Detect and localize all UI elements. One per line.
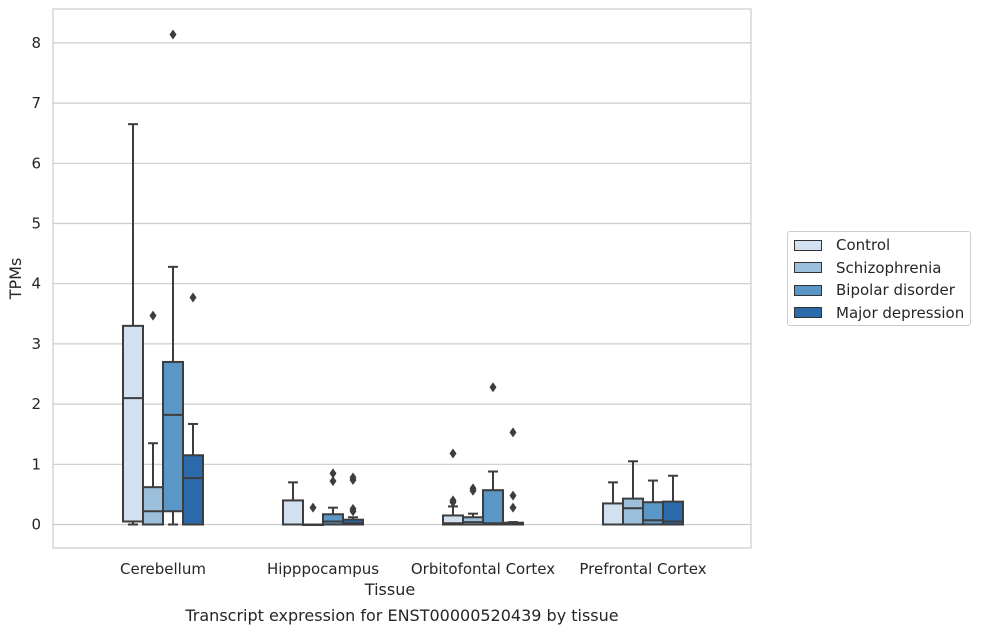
y-tick-label: 0 [31,516,41,534]
y-axis-title: TPMs [6,258,25,301]
y-tick-label: 3 [31,335,41,353]
outlier-point [349,503,357,514]
y-tick-label: 8 [31,34,41,52]
y-tick-label: 4 [31,275,41,293]
y-tick-label: 2 [31,395,41,413]
y-tick-label: 6 [31,154,41,172]
box-group [122,123,144,526]
y-tick-label: 1 [31,455,41,473]
outlier-point [349,472,357,483]
outlier-point [309,502,317,513]
x-tick-labels: Cerebellum Hipppocampus Orbitofontal Corte… [120,560,707,578]
box-group [622,460,644,526]
box [182,454,204,526]
y-tick-labels: 0 1 2 3 4 5 6 7 8 [31,34,41,534]
legend-swatch [794,262,822,273]
box [162,360,184,513]
x-tick-label: Hipppocampus [267,560,379,578]
box-group [182,292,204,526]
legend-swatch [794,239,822,251]
outlier-point [329,468,337,479]
x-tick-label: Orbitofontal Cortex [411,560,555,578]
outlier-point [509,502,517,513]
legend-item: Control [794,236,890,254]
outlier-point [509,490,517,501]
plot-marks [122,29,684,526]
legend-item: Schizophrenia [794,259,941,277]
box [602,502,624,526]
x-tick-label: Prefrontal Cortex [579,560,706,578]
box [482,489,504,526]
legend-label: Major depression [836,303,965,322]
x-tick-label: Cerebellum [120,560,206,578]
box-group [602,481,624,526]
outlier-point [469,483,477,494]
grid-lines [53,42,751,526]
chart-caption: Transcript expression for ENST0000052043… [185,606,619,625]
box [342,518,364,526]
legend-label: Bipolar disorder [836,281,955,299]
plot-frame [52,8,752,549]
box-group [662,474,684,526]
box [622,497,644,526]
legend-label: Schizophrenia [836,258,942,277]
box [662,500,684,526]
box-group [322,468,344,526]
outlier-point [449,495,457,506]
legend-label: Control [836,236,891,254]
outlier-point [509,427,517,438]
box-group [142,310,164,526]
box [322,513,344,526]
legend-swatch [794,307,822,318]
y-tick-label: 7 [31,94,41,112]
box-group [482,382,504,526]
legend-swatch [794,284,822,296]
box [122,324,144,523]
outlier-point [149,310,157,321]
box-group [462,483,484,526]
box [142,486,164,526]
box-group [642,479,664,526]
box-group [282,481,304,526]
legend-item: Bipolar disorder [794,281,955,299]
legend: Control Schizophrenia Bipolar disorder Majo… [787,231,971,326]
outlier-point [489,382,497,393]
box-group [442,448,464,526]
box [462,516,484,526]
outlier-point [169,29,177,40]
box-group [502,427,524,526]
box [282,499,304,526]
outlier-point [189,292,197,303]
box-group [162,29,184,526]
x-axis-title: Tissue [364,580,415,599]
y-tick-label: 5 [31,215,41,233]
outlier-point [329,476,337,487]
box-group [342,472,364,526]
box-group [302,502,324,526]
outlier-point [449,448,457,459]
legend-item: Major depression [794,304,964,322]
